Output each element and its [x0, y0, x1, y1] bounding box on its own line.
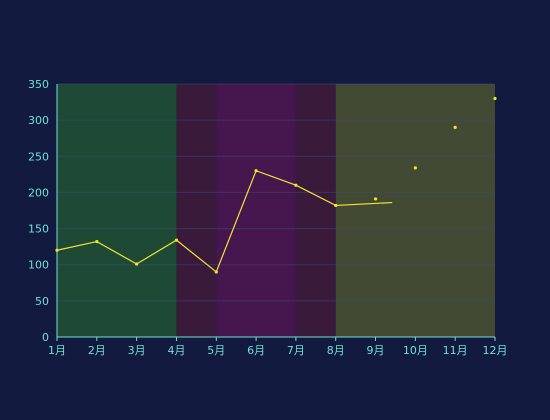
- y-tick-label-0: 0: [42, 331, 49, 344]
- data-point-10: [453, 125, 457, 129]
- series-layer: [55, 96, 497, 274]
- y-tick-label-300: 300: [28, 114, 49, 127]
- x-tick-label-6: 7月: [287, 344, 305, 357]
- data-point-6: [294, 183, 298, 187]
- x-tick-label-11: 12月: [483, 344, 508, 357]
- x-tick-label-1: 2月: [88, 344, 106, 357]
- grid-layer: [57, 83, 495, 302]
- band-4: [335, 84, 495, 337]
- data-point-11: [493, 96, 497, 101]
- x-tick-label-4: 5月: [207, 344, 225, 357]
- band-2: [216, 84, 296, 337]
- y-tick-label-50: 50: [35, 295, 49, 308]
- y-tick-label-100: 100: [28, 259, 49, 272]
- y-tick-label-350: 350: [28, 78, 49, 91]
- data-point-9: [413, 166, 417, 170]
- x-tick-label-10: 11月: [443, 344, 468, 357]
- x-tick-label-8: 9月: [367, 344, 385, 357]
- x-tick-label-9: 10月: [403, 344, 428, 357]
- x-tick-label-7: 8月: [327, 344, 345, 357]
- x-tick-label-2: 3月: [128, 344, 146, 357]
- band-3: [295, 84, 336, 337]
- axis-layer: 0 50 100 150 200 250 300 350 1月 2月 3月 4月 5月 6月 7月 8月 9月 1…: [28, 78, 508, 357]
- y-tick-label-150: 150: [28, 223, 49, 236]
- data-point-3: [174, 238, 179, 242]
- data-point-8: [373, 197, 378, 201]
- x-tick-label-3: 4月: [167, 344, 185, 357]
- y-tick-label-200: 200: [28, 186, 49, 199]
- band-layer: [57, 84, 495, 337]
- data-point-0: [55, 248, 59, 252]
- band-1: [176, 84, 217, 337]
- data-point-1: [95, 239, 99, 244]
- data-point-5: [254, 169, 258, 173]
- y-tick-label-250: 250: [28, 150, 49, 163]
- band-0: [57, 84, 177, 337]
- x-tick-label-5: 6月: [247, 344, 265, 357]
- data-point-2: [135, 262, 139, 266]
- data-point-7: [334, 203, 338, 208]
- data-point-4: [214, 270, 218, 274]
- x-tick-label-0: 1月: [48, 344, 66, 357]
